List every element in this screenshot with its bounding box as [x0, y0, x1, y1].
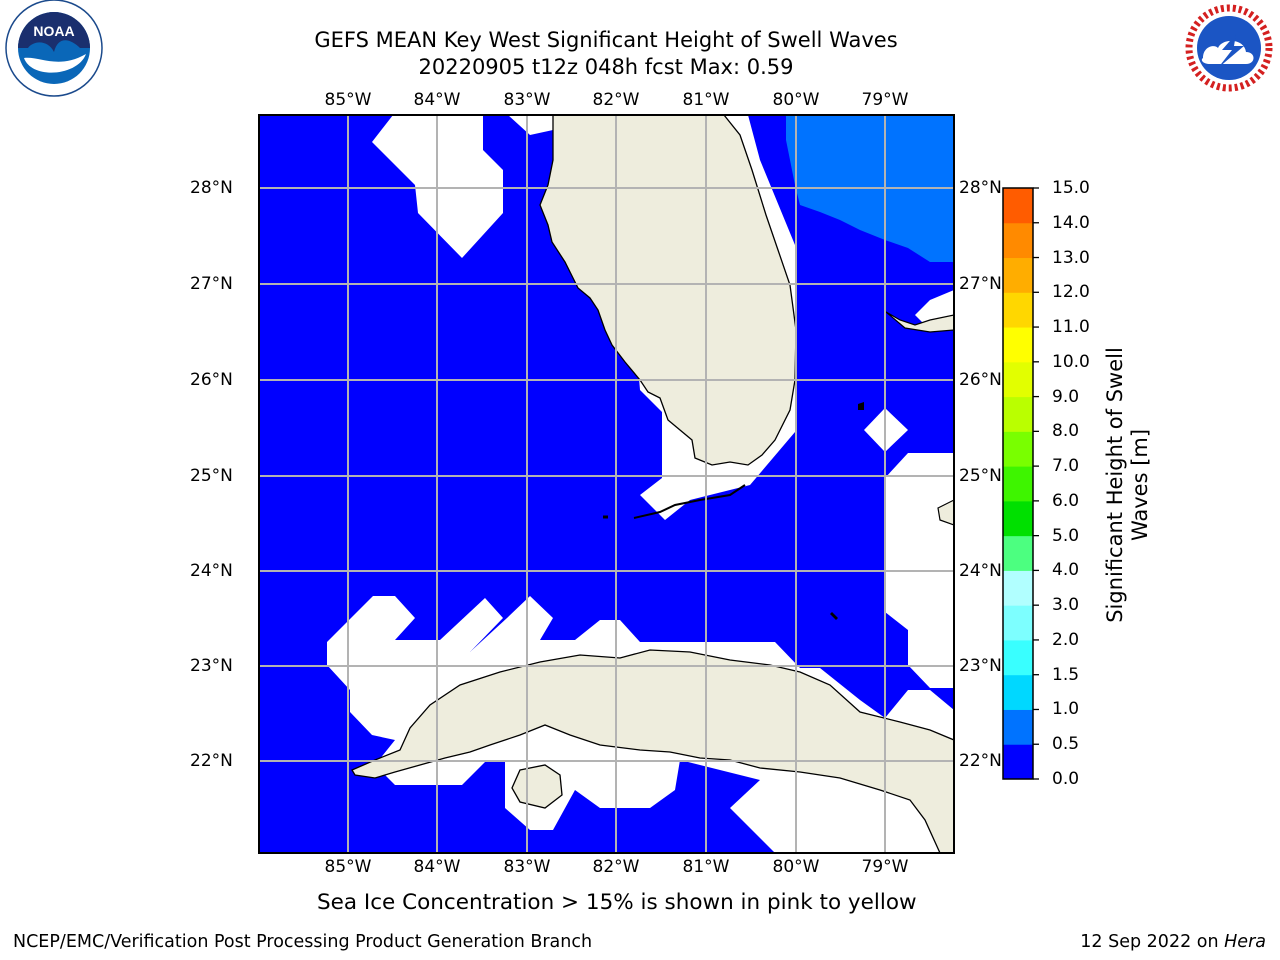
lat-label-left: 26°N [190, 370, 233, 390]
lat-label-right: 23°N [959, 656, 1002, 676]
colorbar-title-line2: Waves [m] [1128, 428, 1152, 542]
colorbar-segment [1003, 466, 1033, 502]
colorbar-tick-label: 10.0 [1052, 351, 1090, 372]
colorbar-tick-label: 13.0 [1052, 247, 1090, 268]
chart-subtitle: 20220905 t12z 048h fcst Max: 0.59 [418, 55, 794, 79]
lon-label-bottom: 83°W [503, 857, 551, 877]
lat-label-left: 24°N [190, 561, 233, 581]
lat-label-left: 27°N [190, 274, 233, 294]
colorbar-tick-label: 1.5 [1052, 664, 1080, 685]
colorbar-segment [1003, 605, 1033, 641]
colorbar-tick-label: 9.0 [1052, 386, 1080, 407]
noaa-logo: NOAA [5, 0, 103, 97]
lon-label-bottom: 82°W [592, 857, 640, 877]
colorbar-segment [1003, 500, 1033, 537]
colorbar-segment [1003, 361, 1033, 398]
colorbar-segment [1003, 431, 1033, 467]
lat-label-right: 24°N [959, 561, 1002, 581]
lat-label-right: 22°N [959, 751, 1002, 771]
lon-label-top: 82°W [592, 90, 640, 110]
colorbar-tick-label: 0.0 [1052, 769, 1080, 789]
lon-label-top: 81°W [682, 90, 730, 110]
map-area [259, 115, 954, 853]
lon-label-top: 85°W [324, 90, 372, 110]
footer-date: 12 Sep 2022 on Hera [1080, 932, 1266, 952]
colorbar-segment [1003, 396, 1033, 432]
colorbar-segment [1003, 674, 1033, 710]
colorbar-tick-label: 14.0 [1052, 212, 1090, 233]
lat-label-left: 25°N [190, 466, 233, 486]
colorbar-tick-label: 4.0 [1052, 560, 1080, 581]
sea-ice-note: Sea Ice Concentration > 15% is shown in … [317, 890, 917, 915]
colorbar-tick-label: 2.0 [1052, 629, 1080, 650]
lon-label-bottom: 85°W [324, 857, 372, 877]
colorbar-segment [1003, 709, 1033, 745]
map-frame [258, 114, 955, 854]
colorbar-tick-label: 11.0 [1052, 317, 1090, 338]
colorbar-tick-label: 15.0 [1052, 178, 1090, 198]
lon-label-bottom: 79°W [861, 857, 909, 877]
colorbar-segment [1003, 327, 1033, 363]
nws-logo [1181, 0, 1277, 96]
lat-label-left: 28°N [190, 178, 233, 198]
footer-branch: NCEP/EMC/Verification Post Processing Pr… [13, 932, 593, 952]
lat-label-right: 25°N [959, 466, 1002, 486]
lon-label-top: 80°W [772, 90, 820, 110]
colorbar-tick-label: 7.0 [1052, 456, 1080, 477]
lon-label-bottom: 81°W [682, 857, 730, 877]
colorbar-frame [1002, 187, 1034, 780]
colorbar-title: Significant Height of Swell Waves [m] [1103, 347, 1153, 623]
colorbar-tick-label: 0.5 [1052, 734, 1080, 755]
lat-label-right: 26°N [959, 370, 1002, 390]
lon-label-top: 79°W [861, 90, 909, 110]
colorbar-segment [1003, 257, 1033, 293]
colorbar-segment [1003, 570, 1033, 606]
lon-label-top: 83°W [503, 90, 551, 110]
lat-label-left: 22°N [190, 751, 233, 771]
colorbar-segment [1003, 535, 1033, 571]
colorbar-tick-label: 1.0 [1052, 699, 1080, 720]
colorbar-tick-label: 3.0 [1052, 595, 1080, 616]
colorbar-tick-label: 12.0 [1052, 282, 1090, 303]
colorbar-segment [1003, 639, 1033, 676]
colorbar-tick-label: 6.0 [1052, 490, 1080, 511]
noaa-logo-text: NOAA [33, 23, 74, 39]
lon-label-top: 84°W [413, 90, 461, 110]
colorbar-segment [1003, 292, 1033, 328]
lat-label-right: 28°N [959, 178, 1002, 198]
colorbar-segment [1003, 222, 1033, 259]
colorbar-tick-label: 5.0 [1052, 525, 1080, 546]
lon-label-bottom: 80°W [772, 857, 820, 877]
graticule [259, 115, 954, 853]
colorbar-segment [1003, 188, 1033, 224]
footer-date-text: 12 Sep 2022 on [1080, 932, 1225, 952]
lat-label-left: 23°N [190, 656, 233, 676]
colorbar-tick-label: 8.0 [1052, 421, 1080, 442]
colorbar [1003, 188, 1033, 780]
colorbar-ticks [1033, 187, 1039, 780]
lon-label-bottom: 84°W [413, 857, 461, 877]
footer-host: Hera [1224, 932, 1266, 952]
chart-title: GEFS MEAN Key West Significant Height of… [314, 28, 898, 52]
colorbar-title-line1: Significant Height of Swell [1103, 347, 1127, 623]
colorbar-segment [1003, 744, 1033, 780]
lat-label-right: 27°N [959, 274, 1002, 294]
